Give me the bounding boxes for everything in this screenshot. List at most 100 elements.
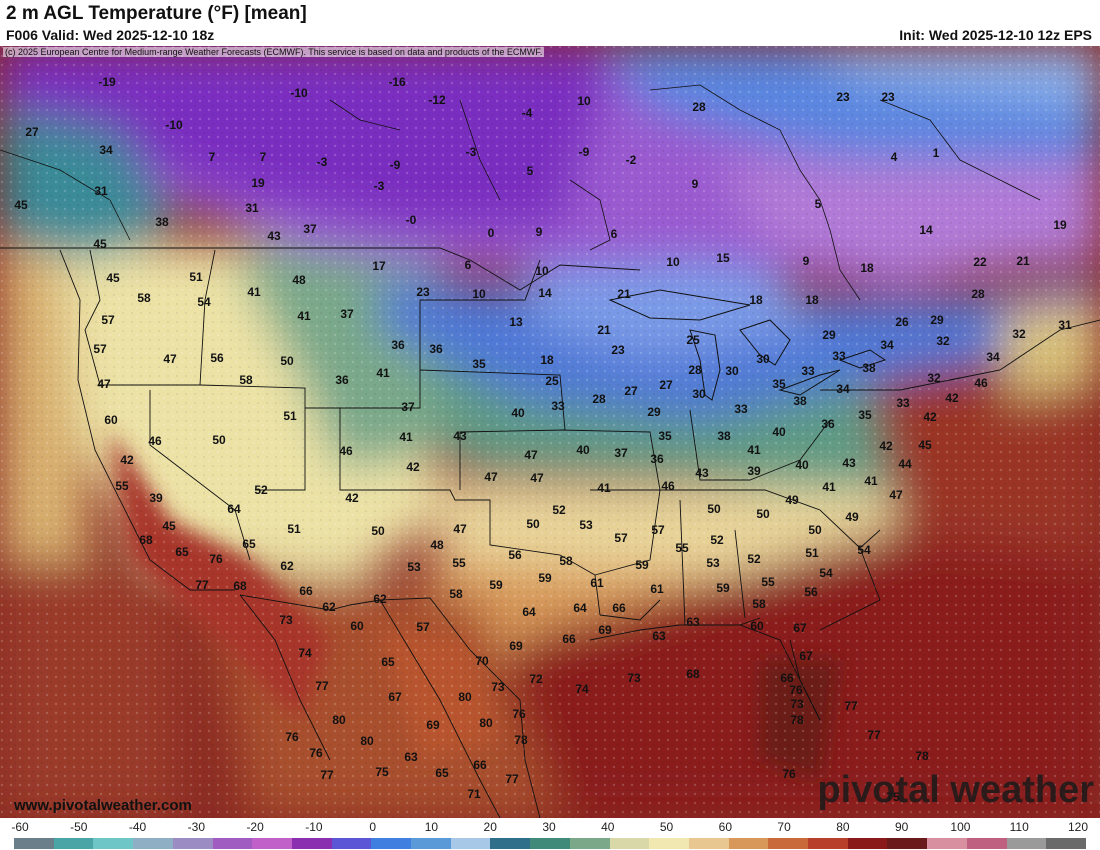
colorbar: -60 -50 -40 -30 -20 -10 0 10 20 30 40 50 60 70 80 90 100…: [0, 818, 1100, 850]
colorbar-swatch: [490, 838, 531, 849]
temperature-label: 65: [381, 655, 395, 669]
colorbar-scale: [14, 838, 1086, 849]
colorbar-tick-label: -30: [187, 820, 205, 834]
colorbar-tick-label: 60: [718, 820, 733, 834]
temperature-label: 28: [971, 287, 985, 301]
temperature-label: 58: [559, 554, 573, 568]
temperature-label: 46: [661, 479, 675, 493]
temperature-label: 38: [155, 215, 169, 229]
temperature-label: 28: [688, 363, 702, 377]
temperature-label: 33: [734, 402, 748, 416]
temperature-label: 50: [280, 354, 294, 368]
temperature-label: 31: [1058, 318, 1072, 332]
temperature-label: 76: [512, 707, 526, 721]
colorbar-tick-label: 120: [1067, 820, 1089, 834]
temperature-label: 30: [756, 352, 770, 366]
temperature-label: -3: [317, 155, 328, 169]
temperature-label: 37: [303, 222, 317, 236]
valid-time: F006 Valid: Wed 2025-12-10 18z: [6, 27, 215, 43]
temperature-label: 36: [650, 452, 664, 466]
temperature-label: 45: [918, 438, 932, 452]
site-url[interactable]: www.pivotalweather.com: [14, 797, 192, 814]
temperature-label: 7: [209, 150, 216, 164]
temperature-label: 39: [747, 464, 761, 478]
temperature-label: 25: [545, 374, 559, 388]
temperature-label: -3: [466, 145, 477, 159]
map-title: 2 m AGL Temperature (°F) [mean]: [6, 3, 307, 24]
temperature-label: 29: [930, 313, 944, 327]
temperature-label: 52: [747, 552, 761, 566]
temperature-label: 23: [881, 90, 895, 104]
temperature-label: 40: [576, 443, 590, 457]
brand-logo: pivotal weather: [817, 769, 1094, 811]
temperature-label: 77: [320, 768, 334, 782]
colorbar-swatch: [966, 838, 1007, 849]
temperature-label: 30: [692, 387, 706, 401]
temperature-label: 48: [430, 538, 444, 552]
temperature-label: 78: [514, 733, 528, 747]
colorbar-swatch: [1006, 838, 1047, 849]
temperature-label: 57: [614, 531, 628, 545]
temperature-label: 34: [836, 382, 850, 396]
temperature-label: 21: [617, 287, 631, 301]
colorbar-tick-label: -10: [305, 820, 323, 834]
temperature-label: 76: [209, 552, 223, 566]
header: 2 m AGL Temperature (°F) [mean] F006 Val…: [0, 0, 1100, 46]
temperature-label: 55: [761, 575, 775, 589]
temperature-map[interactable]: -19 -10 -16 -12 -4 10 28 23 23 27 -10 34 7 7 -3 -9 -3 -9-…: [0, 46, 1100, 818]
temperature-label: 80: [360, 734, 374, 748]
temperature-label: 57: [101, 313, 115, 327]
temperature-label: 26: [895, 315, 909, 329]
colorbar-swatch: [768, 838, 809, 849]
temperature-label: 6: [611, 227, 618, 241]
map-borders: [0, 247, 1100, 818]
temperature-label: 37: [401, 400, 415, 414]
temperature-label: 18: [749, 293, 763, 307]
temperature-label: 0: [488, 226, 495, 240]
temperature-label: 42: [879, 439, 893, 453]
temperature-label: 58: [239, 373, 253, 387]
temperature-label: 65: [242, 537, 256, 551]
temperature-label: 56: [508, 548, 522, 562]
colorbar-swatch: [252, 838, 292, 849]
colorbar-swatch: [411, 838, 451, 849]
colorbar-tick-label: 70: [777, 820, 791, 834]
temperature-label: 14: [919, 223, 933, 237]
colorbar-swatch: [887, 838, 928, 849]
temperature-label: 66: [473, 758, 487, 772]
colorbar-swatch: [212, 838, 253, 849]
temperature-label: 51: [287, 522, 301, 536]
temperature-label: 50: [808, 523, 822, 537]
temperature-label: 21: [1016, 254, 1030, 268]
temperature-label: -0: [406, 213, 417, 227]
colorbar-tick-label: 80: [836, 820, 850, 834]
temperature-label: 47: [453, 522, 467, 536]
temperature-label: 44: [898, 457, 912, 471]
temperature-label: 9: [536, 225, 543, 239]
temperature-label: 28: [592, 392, 606, 406]
colorbar-swatch: [927, 838, 967, 849]
temperature-label: -10: [290, 86, 308, 100]
temperature-label: 66: [780, 671, 794, 685]
temperature-label: 45: [162, 519, 176, 533]
temperature-label: 9: [803, 254, 810, 268]
temperature-label: 10: [577, 94, 591, 108]
temperature-label: 49: [845, 510, 859, 524]
temperature-label: 55: [675, 541, 689, 555]
temperature-label: 41: [376, 366, 390, 380]
temperature-label: 39: [149, 491, 163, 505]
temperature-label: 64: [522, 605, 536, 619]
temperature-label: 46: [974, 376, 988, 390]
temperature-label: 41: [822, 480, 836, 494]
temperature-label: 40: [511, 406, 525, 420]
temperature-label: 38: [862, 361, 876, 375]
temperature-label: -16: [388, 75, 406, 89]
temperature-label: 43: [695, 466, 709, 480]
temperature-label: 33: [832, 349, 846, 363]
copyright-notice: (c) 2025 European Centre for Medium-rang…: [3, 47, 545, 57]
temperature-label: 77: [844, 699, 858, 713]
temperature-label: 66: [562, 632, 576, 646]
temperature-label: 55: [115, 479, 129, 493]
temperature-label: 77: [195, 578, 209, 592]
